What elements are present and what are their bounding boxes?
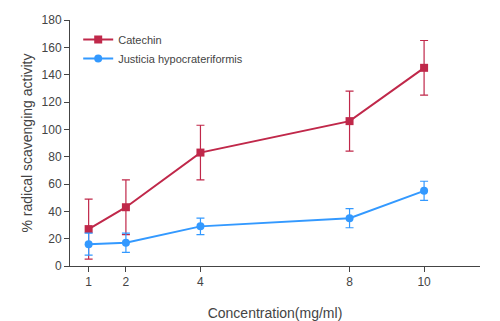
svg-text:Concentration(mg/ml): Concentration(mg/ml) — [208, 305, 343, 321]
svg-text:80: 80 — [48, 150, 62, 164]
svg-text:4: 4 — [197, 275, 204, 289]
svg-text:160: 160 — [42, 41, 62, 55]
svg-text:180: 180 — [42, 13, 62, 27]
svg-text:2: 2 — [123, 275, 130, 289]
svg-text:10: 10 — [417, 275, 431, 289]
svg-text:% radical scavenging activity: % radical scavenging activity — [19, 54, 35, 233]
svg-text:0: 0 — [55, 259, 62, 273]
svg-text:Catechin: Catechin — [118, 34, 161, 46]
svg-text:Justicia hypocrateriformis: Justicia hypocrateriformis — [118, 53, 243, 65]
svg-text:120: 120 — [42, 95, 62, 109]
svg-text:100: 100 — [42, 123, 62, 137]
svg-text:40: 40 — [48, 205, 62, 219]
svg-text:140: 140 — [42, 68, 62, 82]
svg-text:8: 8 — [346, 275, 353, 289]
svg-text:1: 1 — [85, 275, 92, 289]
svg-text:20: 20 — [48, 232, 62, 246]
svg-text:60: 60 — [48, 177, 62, 191]
